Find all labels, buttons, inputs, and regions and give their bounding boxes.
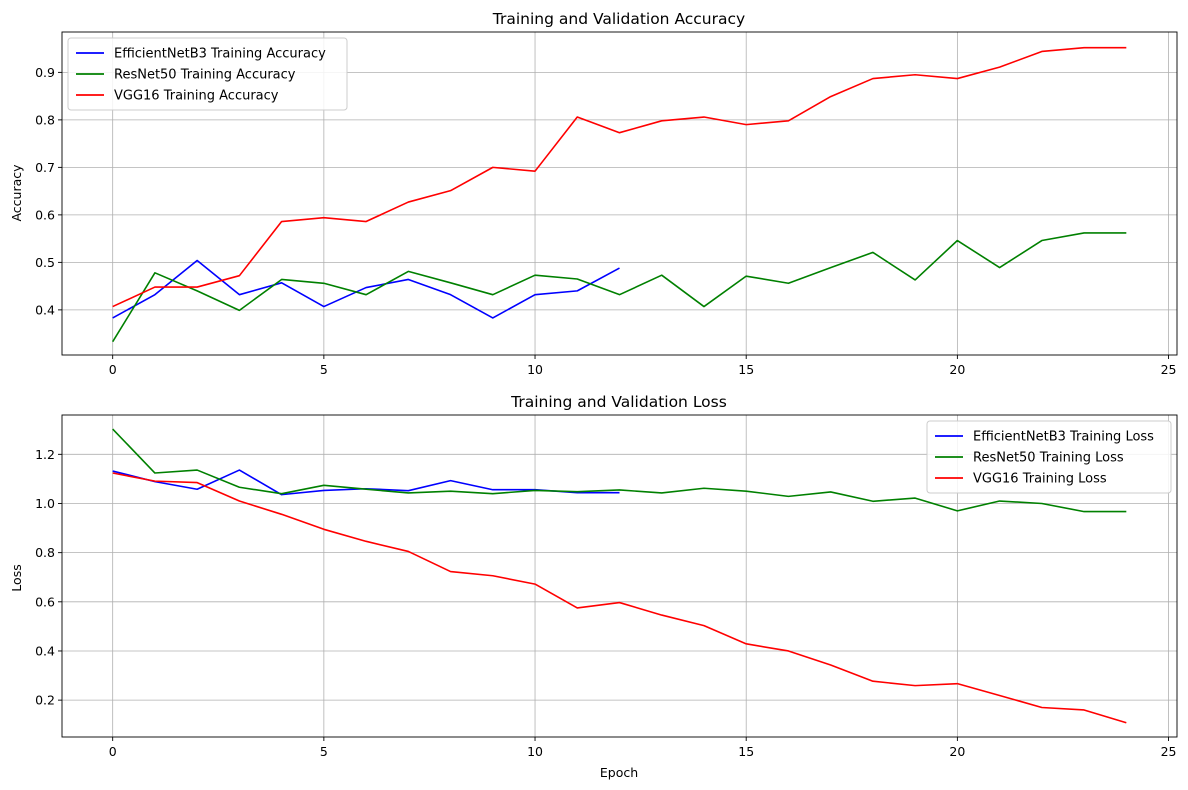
loss-x-tick-label-5: 25 (1161, 744, 1177, 759)
accuracy-series-line-0 (112, 259, 620, 319)
accuracy-y-tick-label-1: 0.5 (35, 255, 55, 270)
loss-y-tick-label-2: 0.6 (35, 594, 55, 609)
accuracy-x-tick-label-5: 25 (1161, 362, 1177, 377)
loss-y-tick-label-4: 1.0 (35, 496, 55, 511)
accuracy-chart: Training and Validation Accuracy Accurac… (9, 10, 1178, 377)
accuracy-x-tick-label-0: 0 (109, 362, 117, 377)
accuracy-legend-label-0: EfficientNetB3 Training Accuracy (114, 47, 326, 62)
loss-y-tick-label-3: 0.8 (35, 545, 55, 560)
loss-chart: Training and Validation Loss Loss Epoch … (9, 393, 1178, 780)
accuracy-y-tick-label-0: 0.4 (35, 302, 55, 317)
accuracy-legend-box (67, 37, 348, 111)
accuracy-chart-title: Training and Validation Accuracy (492, 10, 745, 28)
accuracy-legend-label-1: ResNet50 Training Accuracy (114, 68, 296, 83)
loss-x-tick-label-2: 10 (527, 744, 543, 759)
loss-x-axis-label: Epoch (600, 765, 638, 780)
accuracy-y-tick-label-3: 0.7 (35, 160, 55, 175)
accuracy-y-tick-label-2: 0.6 (35, 207, 55, 222)
loss-plot-frame (61, 414, 1178, 738)
loss-legend-label-1: ResNet50 Training Loss (973, 451, 1124, 466)
loss-x-tick-label-0: 0 (109, 744, 117, 759)
loss-x-tick-label-1: 5 (320, 744, 328, 759)
loss-y-tick-label-1: 0.4 (35, 643, 55, 658)
accuracy-x-tick-label-1: 5 (320, 362, 328, 377)
loss-y-tick-label-5: 1.2 (35, 447, 55, 462)
loss-series-line-2 (112, 472, 1127, 724)
loss-legend-box (926, 420, 1172, 494)
loss-legend-label-0: EfficientNetB3 Training Loss (973, 430, 1154, 445)
accuracy-x-tick-label-2: 10 (527, 362, 543, 377)
accuracy-y-tick-label-5: 0.9 (35, 65, 55, 80)
loss-legend-label-2: VGG16 Training Loss (973, 472, 1107, 487)
accuracy-x-tick-label-4: 20 (949, 362, 965, 377)
accuracy-series-line-1 (111, 232, 1127, 343)
loss-legend: EfficientNetB3 Training Loss ResNet50 Tra… (926, 420, 1172, 494)
accuracy-x-tick-label-3: 15 (738, 362, 754, 377)
loss-x-tick-label-4: 20 (949, 744, 965, 759)
loss-y-axis-label: Loss (9, 564, 24, 591)
loss-chart-title: Training and Validation Loss (510, 393, 727, 411)
loss-series-line-1 (112, 428, 1127, 513)
loss-x-tick-label-3: 15 (738, 744, 754, 759)
accuracy-plot-frame (61, 31, 1178, 356)
accuracy-legend-label-2: VGG16 Training Accuracy (114, 89, 279, 104)
accuracy-y-axis-label: Accuracy (9, 164, 24, 222)
accuracy-series-line-2 (112, 46, 1127, 308)
accuracy-y-tick-label-4: 0.8 (35, 112, 55, 127)
accuracy-legend: EfficientNetB3 Training Accuracy ResNet50… (67, 37, 348, 111)
loss-y-tick-label-0: 0.2 (35, 693, 55, 708)
